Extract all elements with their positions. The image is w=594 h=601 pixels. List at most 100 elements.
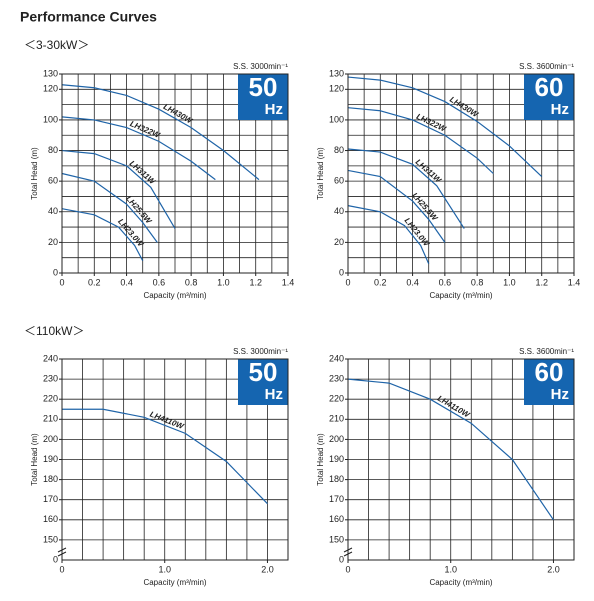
- badge-unit: Hz: [551, 101, 569, 118]
- y-tick-label: 210: [329, 414, 344, 424]
- y-axis-label: Total Head (m): [30, 147, 39, 200]
- curve: [61, 149, 176, 229]
- y-tick-label: 0: [53, 267, 58, 277]
- y-tick-label: 150: [329, 534, 344, 544]
- curve-label: LH430W: [448, 95, 481, 120]
- x-tick-label: 0.8: [471, 277, 484, 287]
- plot-frame: [347, 73, 575, 274]
- y-tick-label: 210: [43, 414, 58, 424]
- y-tick-label: 180: [329, 474, 344, 484]
- x-tick-label: 0: [345, 277, 350, 287]
- y-tick-label: 0: [339, 267, 344, 277]
- section-title: ＜3-30kW＞: [24, 38, 89, 52]
- x-tick-label: 1.0: [444, 564, 457, 574]
- badge-unit: Hz: [265, 386, 283, 403]
- curve: [61, 116, 216, 181]
- x-tick-label: 1.4: [568, 277, 581, 287]
- curve: [347, 107, 494, 174]
- curve-label: LH23.0W: [403, 216, 432, 249]
- plot-frame: [61, 73, 289, 274]
- curve: [61, 172, 158, 243]
- x-tick-label: 1.2: [535, 277, 548, 287]
- axis-break-label: 0: [339, 554, 344, 564]
- x-tick-label: 0.6: [153, 277, 166, 287]
- curve: [347, 378, 554, 521]
- badge: [238, 359, 288, 405]
- speed-label: S.S. 3000min⁻¹: [233, 347, 288, 356]
- x-tick-label: 0.6: [439, 277, 452, 287]
- x-tick-label: 2.0: [547, 564, 560, 574]
- badge-number: 60: [535, 357, 564, 387]
- y-tick-label: 40: [334, 206, 344, 216]
- y-tick-label: 20: [48, 237, 58, 247]
- x-tick-label: 1.0: [158, 564, 171, 574]
- y-tick-label: 200: [329, 434, 344, 444]
- x-tick-label: 1.0: [217, 277, 230, 287]
- curve-label: LH25.5W: [124, 194, 154, 226]
- x-tick-label: 0.8: [185, 277, 198, 287]
- y-tick-label: 170: [329, 494, 344, 504]
- y-tick-label: 180: [43, 474, 58, 484]
- x-axis-label: Capacity (m³/min): [143, 291, 206, 300]
- curve-label: LH322W: [129, 119, 163, 140]
- curve: [347, 169, 446, 243]
- x-tick-label: 0.4: [120, 277, 133, 287]
- plot-frame: [347, 358, 575, 561]
- badge: [524, 74, 574, 120]
- y-tick-label: 240: [43, 353, 58, 363]
- x-tick-label: 1.0: [503, 277, 516, 287]
- x-tick-label: 1.2: [249, 277, 262, 287]
- badge-number: 50: [249, 72, 278, 102]
- x-tick-label: 0: [59, 277, 64, 287]
- y-axis-label: Total Head (m): [316, 147, 325, 200]
- y-tick-label: 60: [334, 176, 344, 186]
- y-tick-label: 220: [329, 394, 344, 404]
- y-axis-label: Total Head (m): [30, 433, 39, 486]
- axis-break-label: 0: [53, 554, 58, 564]
- y-tick-label: 190: [43, 454, 58, 464]
- y-tick-label: 170: [43, 494, 58, 504]
- y-tick-label: 80: [48, 145, 58, 155]
- y-tick-label: 120: [329, 84, 344, 94]
- curve-label: LH25.5W: [410, 191, 440, 223]
- y-tick-label: 60: [48, 176, 58, 186]
- y-tick-label: 160: [329, 514, 344, 524]
- badge-number: 50: [249, 357, 278, 387]
- x-axis-label: Capacity (m³/min): [143, 578, 206, 587]
- x-axis-label: Capacity (m³/min): [429, 291, 492, 300]
- badge-number: 60: [535, 72, 564, 102]
- y-tick-label: 190: [329, 454, 344, 464]
- y-tick-label: 40: [48, 206, 58, 216]
- y-tick-label: 220: [43, 394, 58, 404]
- y-tick-label: 230: [329, 373, 344, 383]
- y-tick-label: 200: [43, 434, 58, 444]
- curve: [61, 208, 144, 262]
- x-axis-label: Capacity (m³/min): [429, 578, 492, 587]
- speed-label: S.S. 3000min⁻¹: [233, 62, 288, 71]
- speed-label: S.S. 3600min⁻¹: [519, 62, 574, 71]
- x-tick-label: 0: [59, 564, 64, 574]
- y-tick-label: 130: [329, 68, 344, 78]
- curve: [347, 76, 543, 177]
- badge: [524, 359, 574, 405]
- x-tick-label: 0.2: [374, 277, 387, 287]
- curve: [347, 205, 430, 265]
- curve: [61, 84, 260, 181]
- badge: [238, 74, 288, 120]
- x-tick-label: 0.2: [88, 277, 101, 287]
- plot-frame: [61, 358, 289, 561]
- x-tick-label: 1.4: [282, 277, 295, 287]
- page-title: Performance Curves: [20, 9, 157, 25]
- curve: [62, 408, 268, 505]
- badge-unit: Hz: [551, 386, 569, 403]
- speed-label: S.S. 3600min⁻¹: [519, 347, 574, 356]
- y-tick-label: 80: [334, 145, 344, 155]
- y-tick-label: 20: [334, 237, 344, 247]
- x-tick-label: 2.0: [261, 564, 274, 574]
- curve: [347, 148, 465, 229]
- x-tick-label: 0.4: [406, 277, 419, 287]
- y-tick-label: 160: [43, 514, 58, 524]
- y-axis-label: Total Head (m): [316, 433, 325, 486]
- section-title: ＜110kW＞: [24, 324, 84, 338]
